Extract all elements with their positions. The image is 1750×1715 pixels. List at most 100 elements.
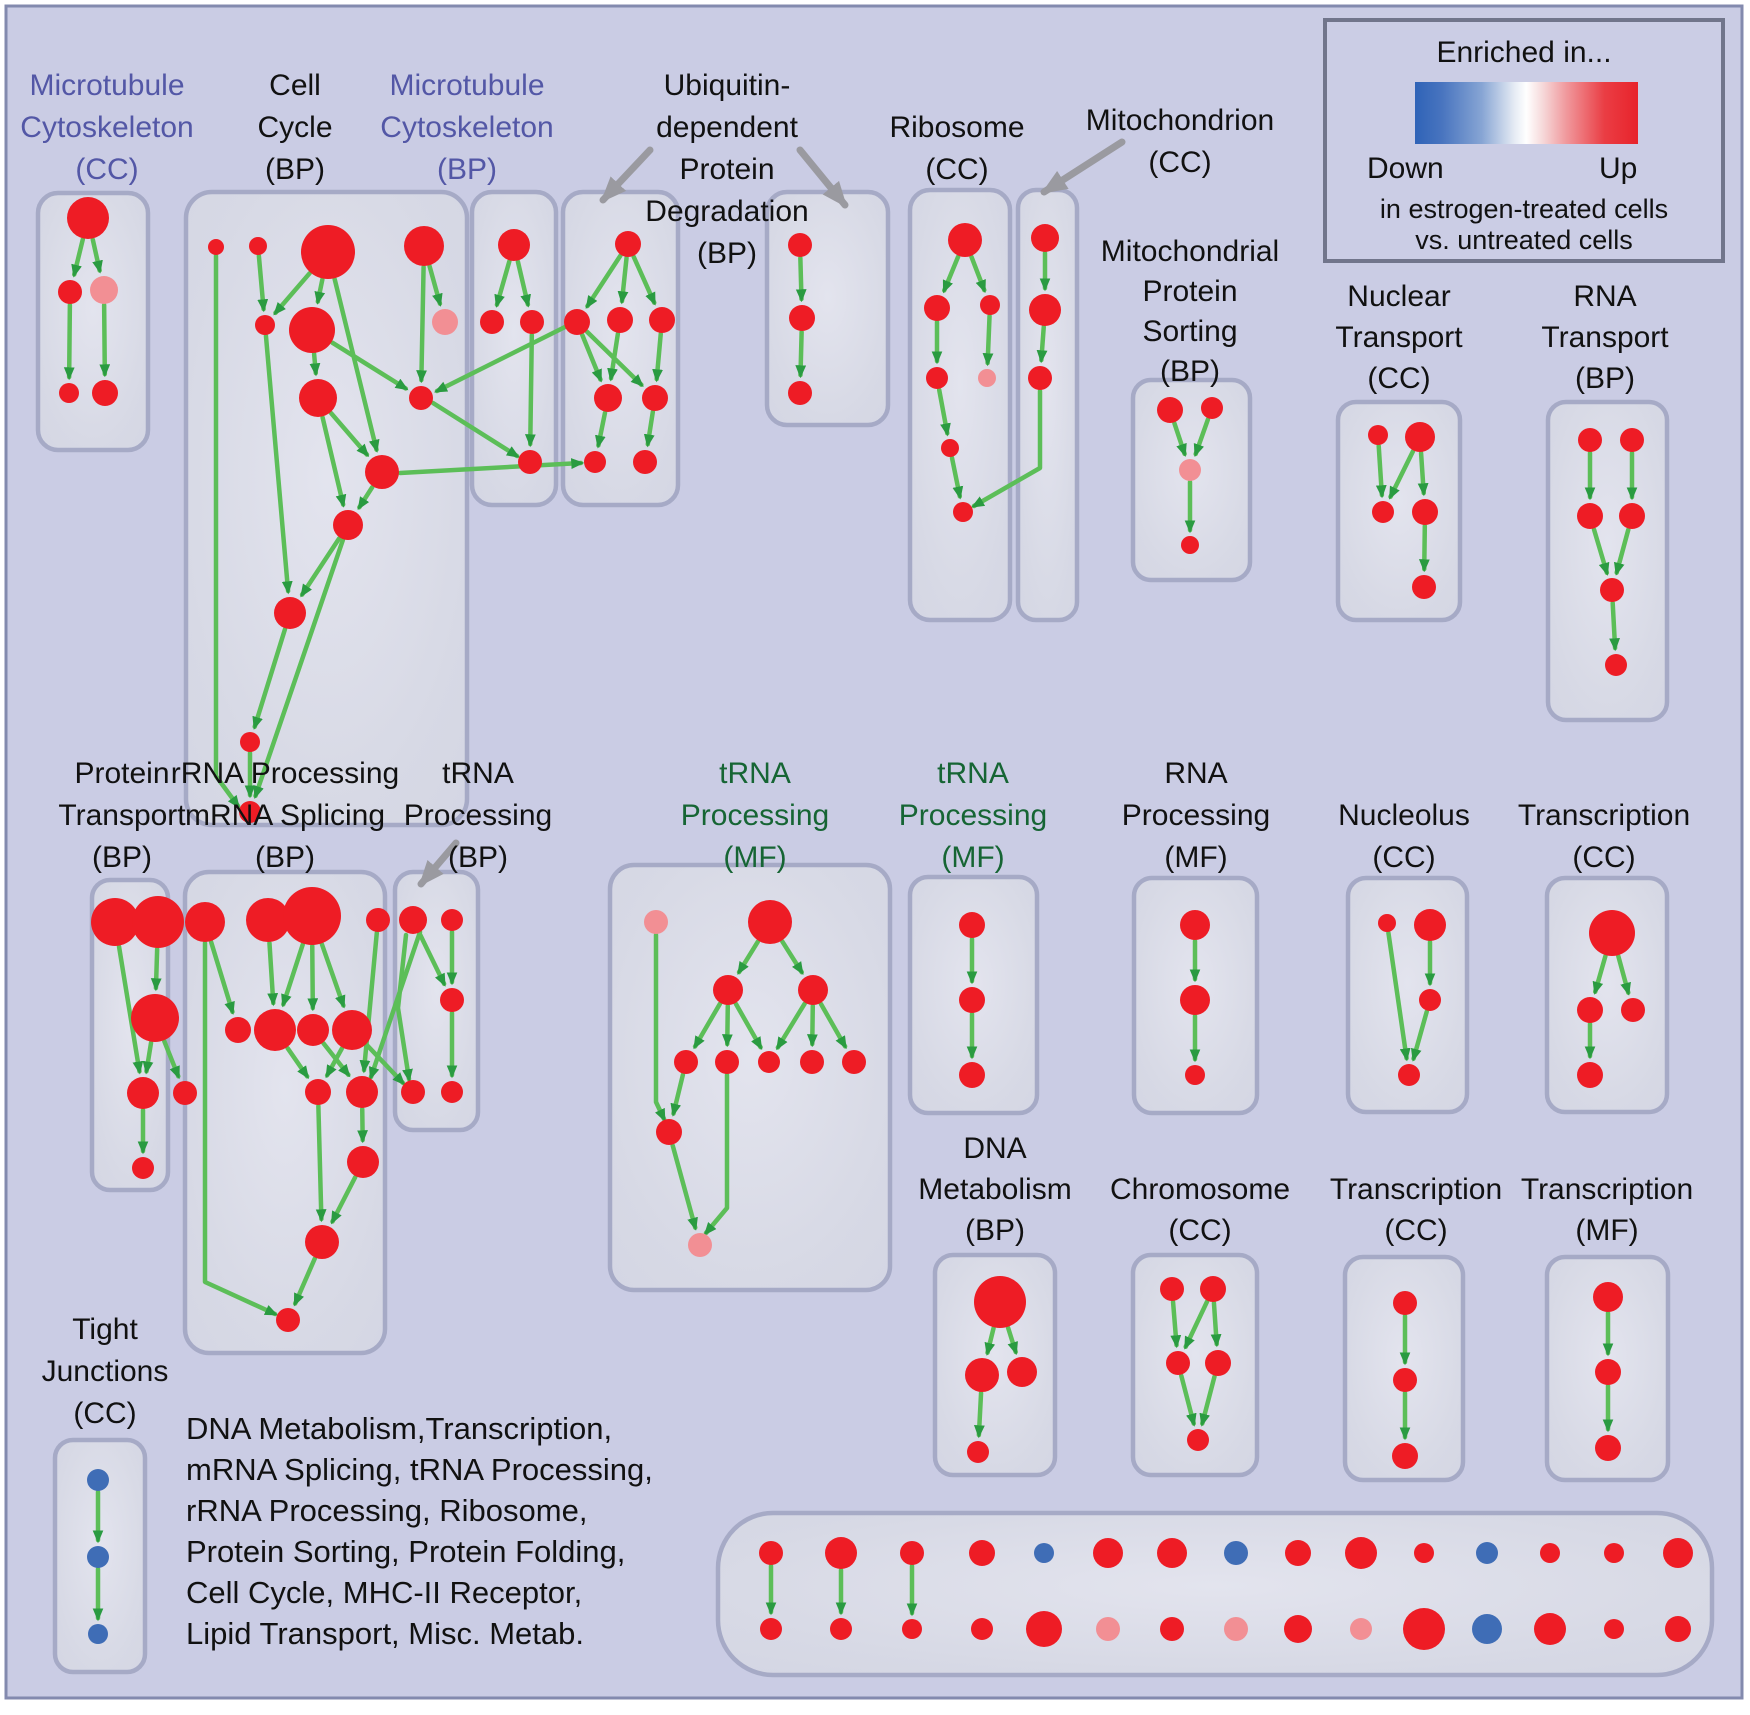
edge-ubiquitin-left <box>580 332 603 383</box>
go-term-node-rna-transport <box>1578 428 1602 452</box>
edge-protein-transport <box>116 944 144 1075</box>
go-term-node-microtubule-bp <box>498 229 530 261</box>
edge-cell-cycle <box>416 264 427 384</box>
go-term-node-mitochondrion <box>1029 294 1061 326</box>
cluster-box-rna-transport <box>1545 399 1670 723</box>
go-term-node-trna-mf-large <box>842 1050 866 1074</box>
edge-chromosome <box>1170 1299 1182 1349</box>
edge-ubiquitin-right <box>795 329 807 379</box>
edge-rrna-mrna <box>319 942 346 1009</box>
edge-rrna-mrna <box>324 1046 345 1079</box>
edge-microtubule-cc <box>99 302 111 378</box>
legend-box: Enriched in... Down Up in estrogen-treat… <box>1323 18 1725 263</box>
go-term-node-misc-shared <box>1285 1540 1311 1566</box>
go-term-node-transcription-cc-bot <box>1392 1443 1418 1469</box>
go-term-node-transcription-cc-mid <box>1621 998 1645 1022</box>
go-term-node-misc-shared <box>1224 1617 1248 1641</box>
edge-ribosome <box>949 455 964 500</box>
go-term-node-cell-cycle <box>208 239 224 255</box>
edge-transcription-cc-mid <box>1592 953 1608 995</box>
go-term-node-trna-mf-large <box>715 1050 739 1074</box>
legend-color-gradient-bar <box>1415 82 1638 144</box>
go-term-node-rrna-mrna <box>305 1079 331 1105</box>
go-term-node-ubiquitin-left <box>649 307 675 333</box>
edge-rrna-mrna <box>285 1045 310 1080</box>
edge-rrna-mrna <box>315 1103 327 1223</box>
edge-chromosome <box>1210 1300 1222 1348</box>
legend-title: Enriched in... <box>1436 36 1612 69</box>
edge-microtubule-bp <box>524 332 536 448</box>
edge-nuclear-transport <box>1375 443 1387 499</box>
go-term-node-trna-mf-large <box>656 1119 682 1145</box>
go-term-node-misc-shared <box>900 1541 924 1565</box>
cross-edge-trna-mf-long-mid <box>703 1072 730 1236</box>
edge-cell-cycle <box>256 253 269 313</box>
go-term-node-rna-transport <box>1600 578 1624 602</box>
go-term-node-mito-sorting <box>1201 397 1223 419</box>
go-term-node-microtubule-cc <box>67 197 109 239</box>
edge-rrna-mrna <box>307 943 319 1012</box>
go-term-node-cell-cycle <box>274 597 306 629</box>
go-term-node-ubiquitin-right <box>789 305 815 331</box>
go-term-node-protein-transport <box>132 1157 154 1179</box>
go-term-node-misc-shared <box>1663 1538 1693 1568</box>
go-term-node-misc-shared <box>1224 1541 1248 1565</box>
go-term-node-mito-sorting <box>1179 459 1201 481</box>
legend-subtitle-line1: in estrogen-treated cells <box>1379 194 1669 224</box>
label-pointer-arrow-ubiquitin-left-pointer <box>599 146 654 204</box>
label-pointer-arrow-ubiquitin-right-pointer <box>796 146 849 209</box>
go-term-node-ribosome <box>924 295 950 321</box>
go-term-node-rrna-mrna <box>305 1225 339 1259</box>
go-term-node-trna-mf-large <box>758 1051 780 1073</box>
go-term-node-misc-shared <box>830 1618 852 1640</box>
edge-cell-cycle <box>320 415 347 508</box>
go-term-node-rrna-mrna <box>276 1308 300 1332</box>
edge-rna-transport <box>1591 527 1610 576</box>
edge-ribosome <box>936 387 951 437</box>
go-term-node-ribosome <box>926 367 948 389</box>
go-term-node-microtubule-cc <box>90 276 118 304</box>
go-term-node-microtubule-bp <box>518 450 542 474</box>
go-term-node-cell-cycle <box>289 307 335 353</box>
go-term-node-chromosome <box>1200 1276 1226 1302</box>
go-term-node-dna-metabolism <box>965 1358 999 1392</box>
go-term-node-transcription-mf <box>1595 1435 1621 1461</box>
go-term-node-misc-shared <box>1414 1543 1434 1563</box>
go-term-node-chromosome <box>1166 1351 1190 1375</box>
go-term-node-protein-transport <box>173 1081 197 1105</box>
go-term-node-misc-shared <box>760 1618 782 1640</box>
go-term-node-trna-mf-large <box>798 975 828 1005</box>
cluster-box-mitochondrion <box>1015 187 1080 623</box>
edge-cell-cycle <box>328 410 370 458</box>
edge-mitochondrion <box>1036 324 1048 364</box>
edge-cell-cycle <box>330 340 409 391</box>
edge-microtubule-cc <box>90 237 103 274</box>
nodes <box>58 197 1693 1650</box>
edge-trna-mf-large <box>775 1001 807 1051</box>
go-term-node-trna-bp <box>441 1081 463 1103</box>
edge-nuclear-transport <box>1417 450 1429 497</box>
go-term-node-trna-bp <box>399 906 427 934</box>
go-term-node-rrna-mrna <box>366 908 390 932</box>
go-term-node-chromosome <box>1205 1350 1231 1376</box>
go-term-node-misc-shared <box>1665 1616 1691 1642</box>
go-term-node-nuclear-transport <box>1412 499 1438 525</box>
edge-mito-sorting <box>1193 417 1211 458</box>
go-term-node-misc-shared <box>1540 1543 1560 1563</box>
edge-cell-cycle <box>253 537 346 799</box>
edge-trna-mf-large <box>806 1003 818 1048</box>
cluster-box-transcription-cc-mid <box>1544 875 1670 1115</box>
cross-edge-cellcycle-to-microtubule-bp <box>430 400 520 459</box>
cross-edge-cellcycle-long-left <box>213 253 241 809</box>
go-term-node-misc-shared <box>825 1537 857 1569</box>
go-term-node-ubiquitin-left <box>615 231 641 257</box>
edge-ubiquitin-left <box>643 409 656 448</box>
edge-ribosome <box>969 254 987 294</box>
edge-trna-mf-large <box>721 1003 733 1048</box>
cluster-box-misc-shared <box>715 1510 1715 1678</box>
go-term-node-misc-shared <box>1476 1542 1498 1564</box>
edge-microtubule-cc <box>63 302 75 381</box>
go-term-node-mito-sorting <box>1181 536 1199 554</box>
